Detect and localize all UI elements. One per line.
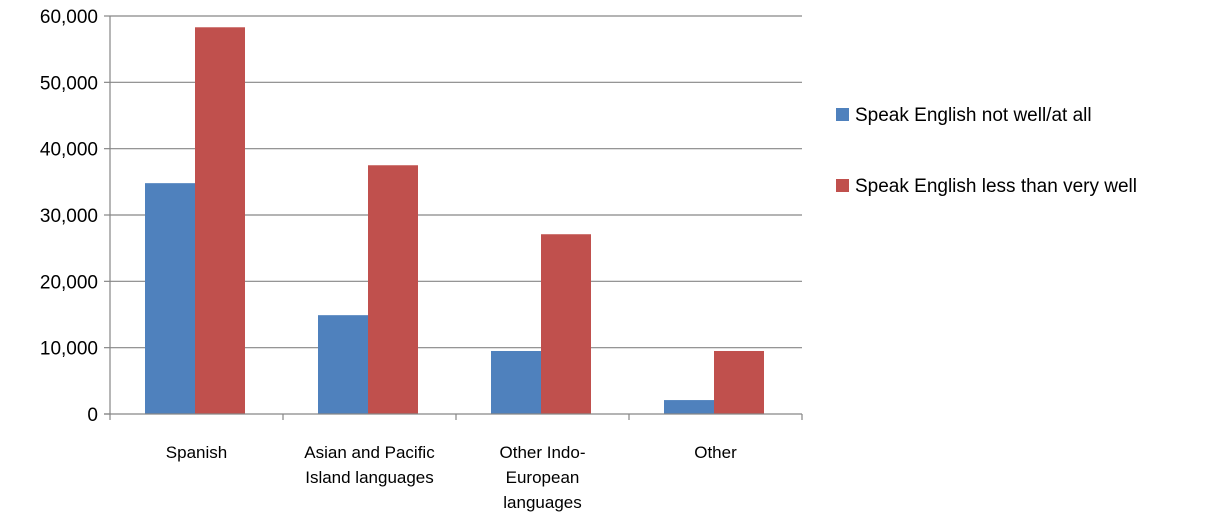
y-tick-label: 20,000 [40,272,98,293]
y-tick-label: 0 [87,405,98,426]
x-category-label: Other Indo- [500,443,586,462]
y-tick-label: 30,000 [40,206,98,227]
bars [145,27,764,414]
legend-swatch [836,108,849,121]
x-category-label: Asian and Pacific [304,443,435,462]
bar-not-well [664,400,714,414]
bar-less-than-very-well [541,234,591,414]
axes [104,15,803,420]
bar-less-than-very-well [195,27,245,414]
bar-less-than-very-well [368,165,418,414]
bar-not-well [491,350,541,414]
y-tick-label: 10,000 [40,339,98,360]
bar-less-than-very-well [714,350,764,414]
x-category-label: European [506,468,580,487]
legend-label: Speak English not well/at all [855,105,1092,126]
x-category-label: languages [503,493,581,512]
y-tick-label: 40,000 [40,140,98,161]
legend-label: Speak English less than very well [855,176,1137,197]
x-axis-category-labels: Spanish Asian and Pacific Island languages… [166,443,737,512]
legend-swatch [836,179,849,192]
x-category-label: Spanish [166,443,227,462]
y-tick-label: 50,000 [40,73,98,94]
y-tick-label: 60,000 [40,7,98,28]
x-category-label: Island languages [305,468,434,487]
bar-not-well [145,183,195,414]
y-axis-tick-labels: 0 10,000 20,000 30,000 40,000 50,000 60,000 [40,7,98,426]
legend: Speak English not well/at all Speak Engli… [836,105,1137,197]
bar-not-well [318,315,368,414]
x-category-label: Other [694,443,737,462]
